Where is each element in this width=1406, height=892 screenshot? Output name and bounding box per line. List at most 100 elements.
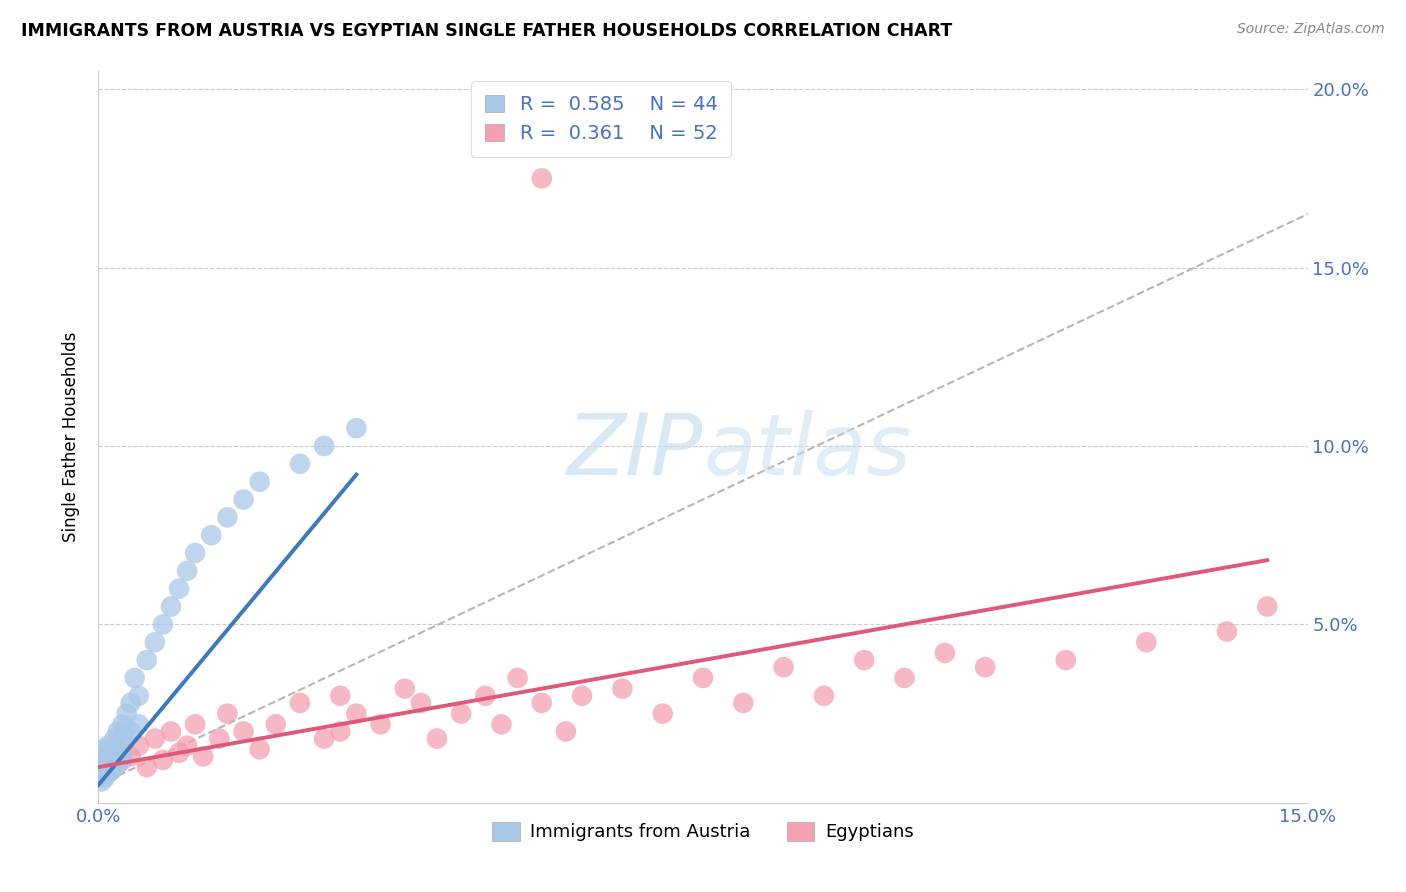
Point: [853, 653, 876, 667]
Point: [491, 717, 513, 731]
Point: [111, 717, 134, 731]
Point: [1216, 624, 1239, 639]
Legend: Immigrants from Austria, Egyptians: Immigrants from Austria, Egyptians: [485, 814, 921, 848]
Point: [160, 599, 183, 614]
Point: [108, 735, 131, 749]
Point: [91, 764, 114, 778]
Point: [135, 653, 157, 667]
Point: [733, 696, 755, 710]
Point: [91, 753, 114, 767]
Point: [200, 528, 222, 542]
Point: [249, 475, 271, 489]
Point: [105, 742, 128, 756]
Point: [288, 696, 311, 710]
Point: [426, 731, 449, 746]
Point: [152, 617, 174, 632]
Point: [217, 706, 239, 721]
Point: [167, 582, 190, 596]
Point: [409, 696, 432, 710]
Point: [100, 764, 122, 778]
Point: [96, 753, 118, 767]
Point: [193, 749, 215, 764]
Point: [100, 764, 122, 778]
Point: [103, 731, 125, 746]
Point: [103, 760, 125, 774]
Point: [135, 760, 157, 774]
Text: ZIP: ZIP: [567, 410, 703, 493]
Point: [111, 746, 134, 760]
Point: [1256, 599, 1278, 614]
Point: [143, 635, 166, 649]
Point: [530, 171, 553, 186]
Point: [329, 689, 352, 703]
Point: [1135, 635, 1157, 649]
Text: atlas: atlas: [703, 410, 911, 493]
Point: [128, 689, 150, 703]
Point: [90, 760, 112, 774]
Point: [93, 742, 115, 756]
Point: [89, 767, 111, 781]
Point: [107, 749, 129, 764]
Point: [143, 731, 166, 746]
Point: [344, 706, 367, 721]
Point: [612, 681, 634, 696]
Point: [184, 717, 207, 731]
Text: IMMIGRANTS FROM AUSTRIA VS EGYPTIAN SINGLE FATHER HOUSEHOLDS CORRELATION CHART: IMMIGRANTS FROM AUSTRIA VS EGYPTIAN SING…: [21, 22, 952, 40]
Point: [96, 767, 118, 781]
Point: [89, 767, 111, 781]
Point: [1054, 653, 1077, 667]
Point: [344, 421, 367, 435]
Point: [90, 774, 112, 789]
Point: [120, 696, 142, 710]
Point: [120, 724, 142, 739]
Point: [893, 671, 915, 685]
Point: [120, 749, 142, 764]
Point: [264, 717, 287, 731]
Point: [934, 646, 956, 660]
Point: [160, 724, 183, 739]
Point: [450, 706, 472, 721]
Point: [974, 660, 997, 674]
Point: [232, 724, 254, 739]
Point: [555, 724, 578, 739]
Point: [651, 706, 673, 721]
Text: Source: ZipAtlas.com: Source: ZipAtlas.com: [1237, 22, 1385, 37]
Point: [232, 492, 254, 507]
Point: [506, 671, 529, 685]
Point: [94, 771, 117, 785]
Point: [314, 439, 336, 453]
Point: [176, 739, 198, 753]
Point: [101, 753, 124, 767]
Point: [813, 689, 835, 703]
Point: [103, 742, 125, 756]
Y-axis label: Single Father Households: Single Father Households: [62, 332, 80, 542]
Point: [176, 564, 198, 578]
Point: [692, 671, 714, 685]
Point: [772, 660, 794, 674]
Point: [107, 756, 129, 771]
Point: [128, 739, 150, 753]
Point: [571, 689, 593, 703]
Point: [97, 760, 120, 774]
Point: [288, 457, 311, 471]
Point: [184, 546, 207, 560]
Point: [100, 746, 122, 760]
Point: [474, 689, 496, 703]
Point: [370, 717, 392, 731]
Point: [394, 681, 416, 696]
Point: [112, 728, 135, 742]
Point: [94, 756, 117, 771]
Point: [530, 696, 553, 710]
Point: [91, 760, 114, 774]
Point: [249, 742, 271, 756]
Point: [208, 731, 231, 746]
Point: [97, 739, 120, 753]
Point: [111, 753, 134, 767]
Point: [314, 731, 336, 746]
Point: [124, 671, 146, 685]
Point: [128, 717, 150, 731]
Point: [329, 724, 352, 739]
Point: [115, 706, 138, 721]
Point: [107, 724, 129, 739]
Point: [152, 753, 174, 767]
